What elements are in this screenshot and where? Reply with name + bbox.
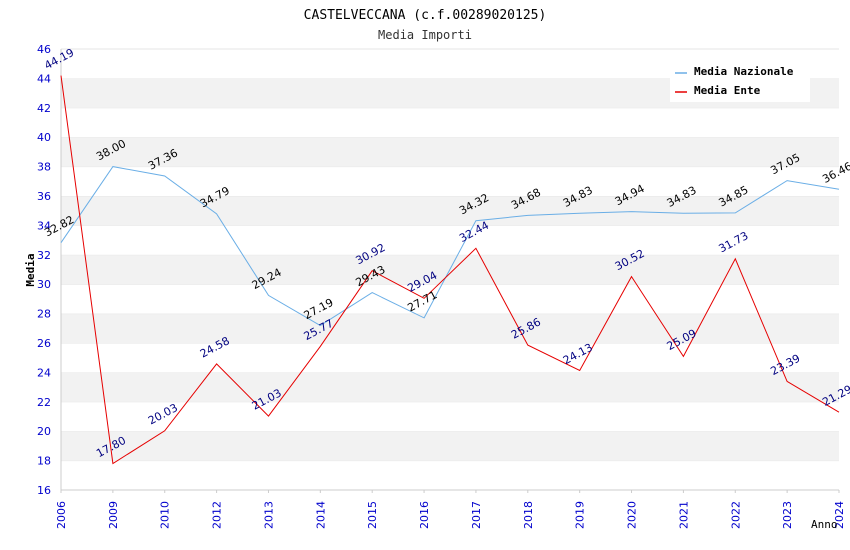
y-tick-labels: 16 18 20 22 24 26 28 30 32 34 36 38 40 42 44 46 (37, 43, 51, 497)
grid-band (61, 372, 839, 402)
x-tick-label: 2023 (781, 501, 794, 529)
grid-band (61, 225, 839, 255)
y-tick-label: 28 (37, 308, 51, 321)
x-tick-label: 2019 (574, 501, 587, 529)
x-tick-label: 2012 (211, 501, 224, 529)
x-tick-label: 2009 (107, 501, 120, 529)
grid-band (61, 313, 839, 343)
grid-band (61, 431, 839, 461)
x-tick-label: 2024 (833, 501, 846, 529)
x-tick-label: 2017 (470, 501, 483, 529)
y-tick-label: 38 (37, 161, 51, 174)
y-tick-label: 18 (37, 455, 51, 468)
y-tick-label: 44 (37, 72, 51, 85)
y-tick-label: 26 (37, 337, 51, 350)
series-line (60, 166, 840, 327)
grid-band (61, 460, 839, 490)
y-tick-label: 22 (37, 396, 51, 409)
x-tick-label: 2010 (159, 501, 172, 529)
x-tick-label: 2022 (729, 501, 742, 529)
x-tick-label: 2016 (418, 501, 431, 529)
y-tick-label: 24 (37, 366, 51, 379)
x-tick-label: 2015 (366, 501, 379, 529)
chart-subtitle: Media Importi (378, 28, 472, 42)
x-tick-labels: 2006 2009 2010 2012 2013 2014 2015 2016 2017 2018… (55, 490, 846, 529)
grid-band (61, 284, 839, 314)
grid-band (61, 137, 839, 167)
series-line (60, 75, 840, 465)
legend-label-media-nazionale: Media Nazionale (694, 65, 794, 78)
y-tick-label: 32 (37, 249, 51, 262)
y-tick-label: 36 (37, 190, 51, 203)
y-tick-label: 16 (37, 484, 51, 497)
grid-band (61, 107, 839, 138)
x-tick-label: 2006 (55, 501, 68, 529)
series-lines (60, 75, 840, 465)
y-tick-label: 20 (37, 425, 51, 438)
x-tick-label: 2018 (522, 501, 535, 529)
y-tick-label: 42 (37, 102, 51, 115)
x-tick-label: 2020 (626, 501, 639, 529)
chart-title: CASTELVECCANA (c.f.00289020125) (304, 8, 547, 23)
y-tick-label: 40 (37, 131, 51, 144)
y-tick-label: 34 (37, 219, 51, 232)
x-tick-label: 2013 (262, 501, 275, 529)
x-tick-label: 2014 (314, 501, 327, 529)
y-axis-label: Media (24, 253, 37, 286)
x-tick-label: 2021 (677, 501, 690, 529)
y-tick-label: 30 (37, 278, 51, 291)
legend-box (670, 60, 810, 102)
x-axis-label: Anno (811, 518, 838, 531)
legend: Media Nazionale Media Ente (670, 60, 810, 102)
grid-band (61, 166, 839, 196)
legend-label-media-ente: Media Ente (694, 84, 761, 97)
grid-band (61, 401, 839, 432)
grid-band (61, 343, 839, 373)
grid-band (61, 196, 839, 226)
grid-bands (61, 48, 839, 490)
y-tick-label: 46 (37, 43, 51, 56)
